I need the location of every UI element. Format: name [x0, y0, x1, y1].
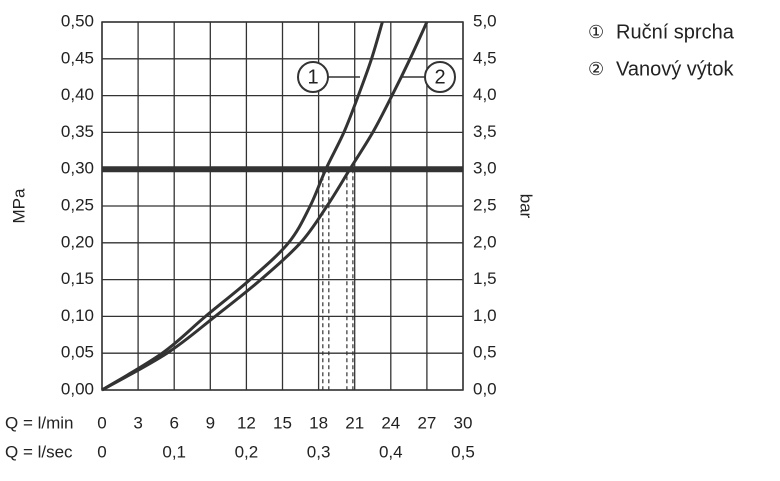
plot-frame: [101, 21, 464, 391]
callout-label: 1: [307, 66, 318, 88]
y-tick-label: 0,40: [61, 85, 94, 104]
y-tick-label: 0,20: [61, 232, 94, 251]
legend-marker: ②: [588, 59, 604, 79]
x-tick-label: 9: [206, 413, 215, 432]
legend-marker: ①: [588, 22, 604, 42]
y2-tick-label: 1,5: [473, 269, 497, 288]
y2-tick-label: 1,0: [473, 306, 497, 325]
y2-tick-label: 3,5: [473, 122, 497, 141]
x2-tick-label: 0,1: [162, 442, 186, 461]
x2-tick-label: 0,2: [235, 442, 259, 461]
x-tick-label: 12: [237, 413, 256, 432]
x2-axis-label: Q = l/sec: [5, 442, 73, 461]
y-tick-label: 0,25: [61, 195, 94, 214]
y-axis-label: MPa: [9, 188, 28, 224]
y-tick-label: 0,50: [61, 11, 94, 30]
x-tick-label: 18: [309, 413, 328, 432]
x-tick-label: 27: [417, 413, 436, 432]
y-tick-label: 0,10: [61, 306, 94, 325]
y-tick-label: 0,35: [61, 122, 94, 141]
y-tick-label: 0,15: [61, 269, 94, 288]
y-tick-label: 0,00: [61, 379, 94, 398]
series-line: [101, 21, 429, 392]
callout-circle: [297, 61, 329, 93]
x-tick-label: 3: [133, 413, 142, 432]
x-tick-label: 24: [381, 413, 400, 432]
y2-tick-label: 2,5: [473, 195, 497, 214]
x-tick-label: 6: [169, 413, 178, 432]
y2-axis-label: bar: [517, 194, 536, 219]
y2-tick-label: 3,0: [473, 159, 497, 178]
x2-tick-label: 0,4: [379, 442, 403, 461]
x2-tick-label: 0,5: [451, 442, 475, 461]
callout-circle: [424, 61, 456, 93]
x2-tick-label: 0,3: [307, 442, 331, 461]
y2-tick-label: 5,0: [473, 11, 497, 30]
callout-label: 2: [434, 66, 445, 88]
x2-tick-label: 0: [97, 442, 106, 461]
y-tick-label: 0,45: [61, 48, 94, 67]
y-tick-label: 0,30: [61, 159, 94, 178]
x-tick-label: 15: [273, 413, 292, 432]
x-tick-label: 30: [454, 413, 473, 432]
x-tick-label: 0: [97, 413, 106, 432]
x-tick-label: 21: [345, 413, 364, 432]
y2-tick-label: 2,0: [473, 232, 497, 251]
y-tick-label: 0,05: [61, 343, 94, 362]
y2-tick-label: 0,5: [473, 343, 497, 362]
y2-tick-label: 0,0: [473, 379, 497, 398]
legend-label: Vanový výtok: [616, 58, 734, 80]
y2-tick-label: 4,5: [473, 48, 497, 67]
legend-label: Ruční sprcha: [616, 21, 735, 43]
series-line: [101, 21, 384, 392]
y2-tick-label: 4,0: [473, 85, 497, 104]
x-axis-label: Q = l/min: [5, 413, 74, 432]
